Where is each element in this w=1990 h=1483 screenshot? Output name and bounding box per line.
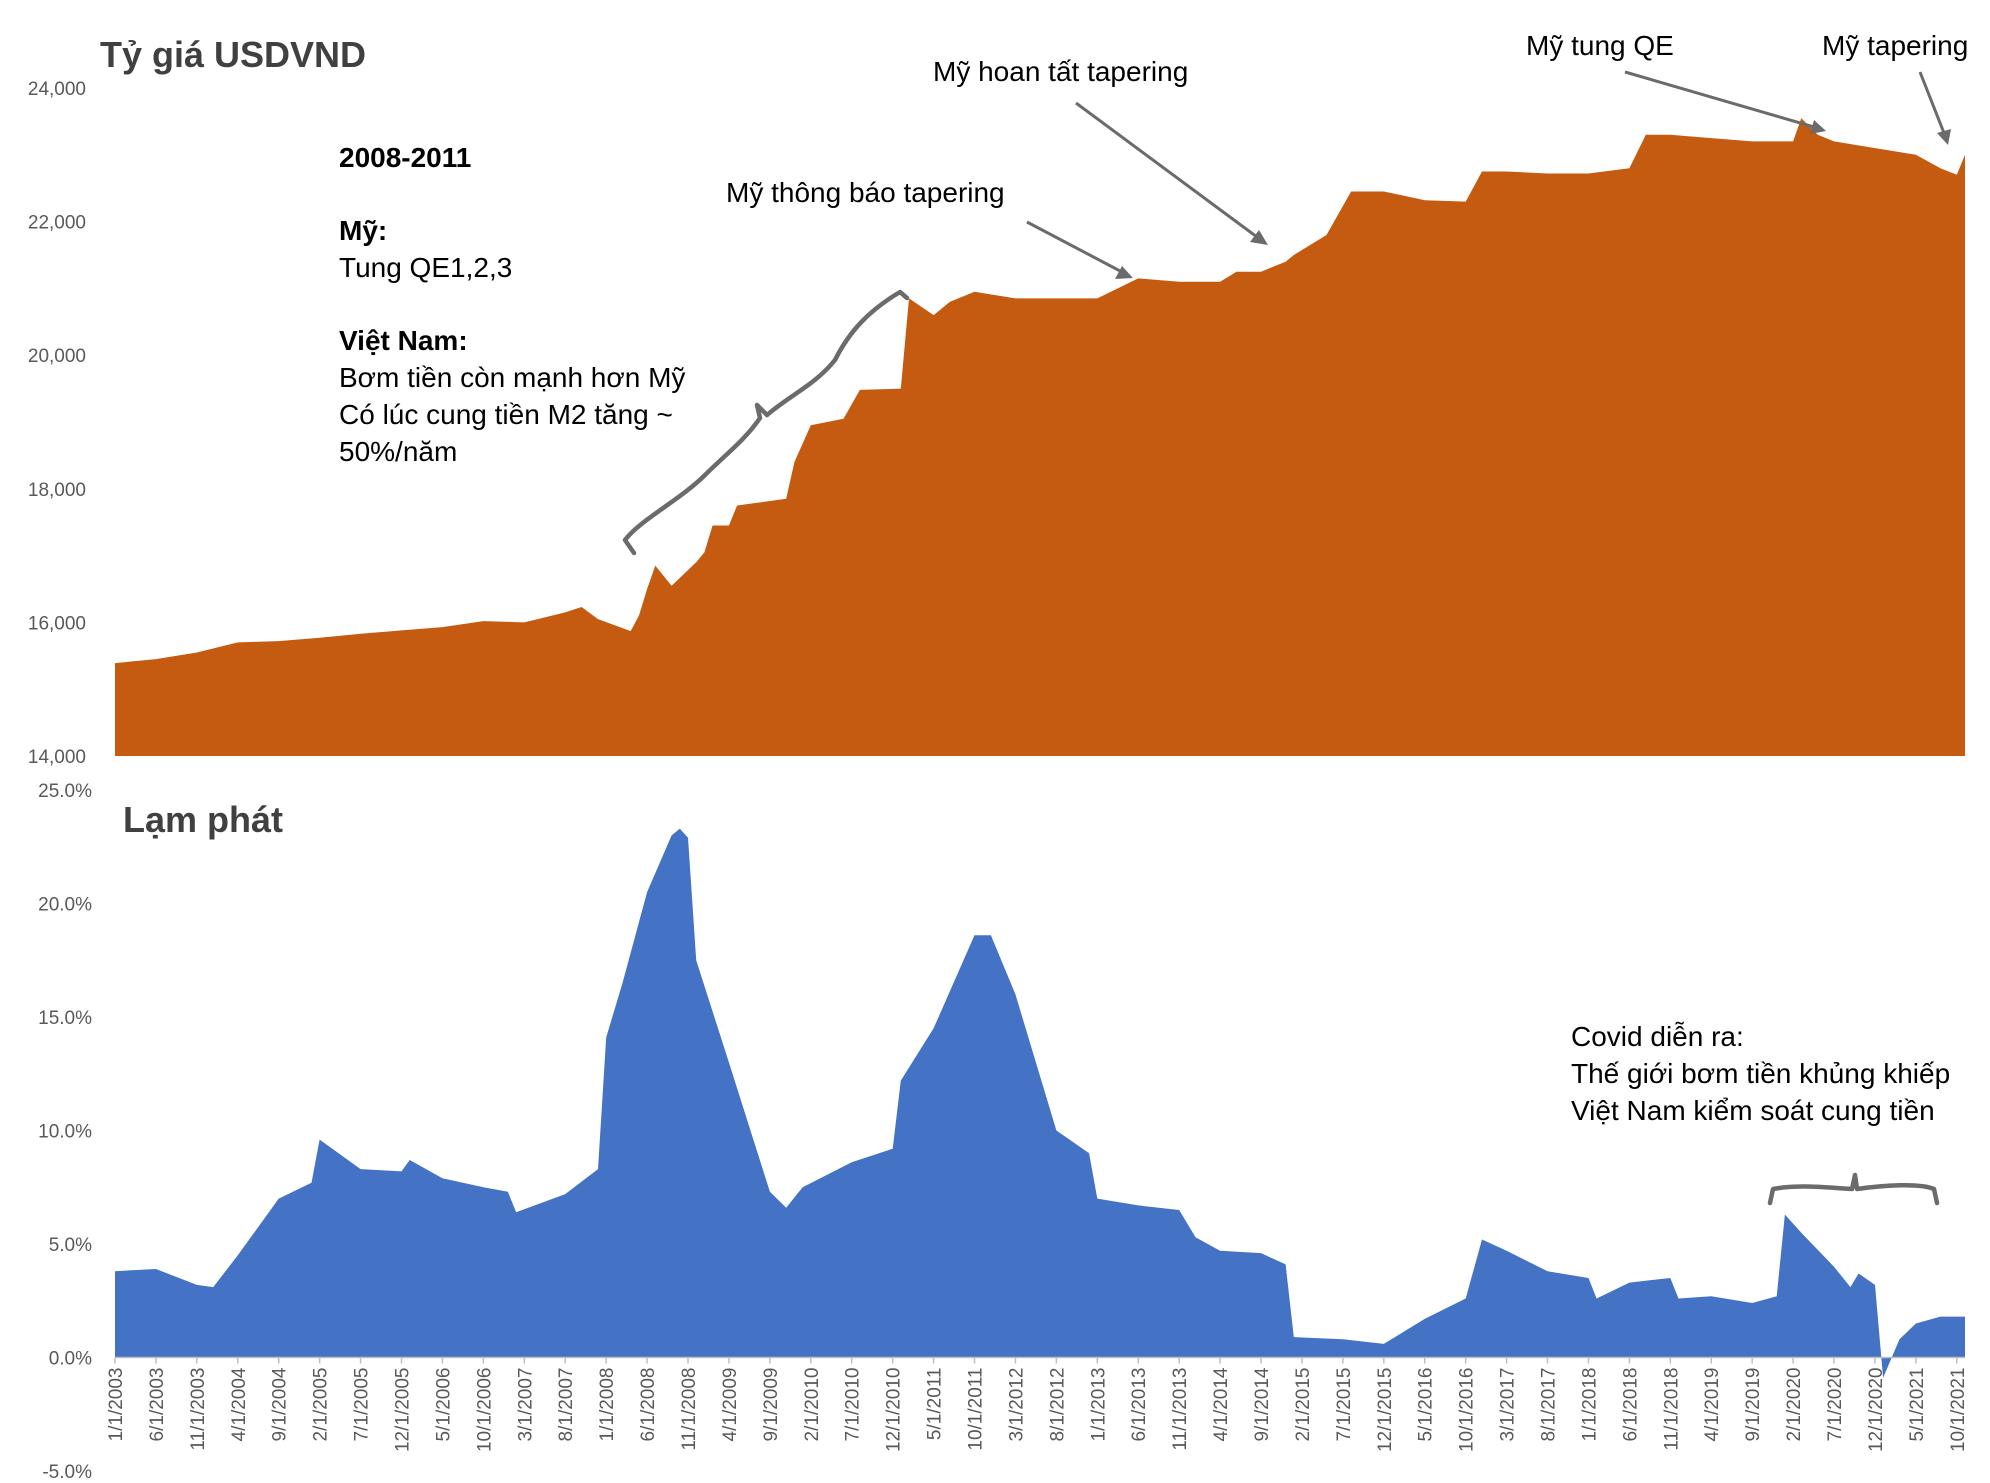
x-tick-label: 7/1/2015 (1334, 1368, 1355, 1442)
x-tick-label: 3/1/2017 (1498, 1368, 1519, 1442)
x-tick-label: 11/1/2018 (1661, 1368, 1682, 1451)
x-tick-label: 7/1/2010 (843, 1368, 864, 1442)
brace-2008-2011 (622, 289, 910, 556)
y-tick-label: 16,000 (28, 613, 86, 634)
annotation-tapering-text: Mỹ tapering (1822, 30, 1968, 61)
x-tick-label: 12/1/2005 (393, 1368, 414, 1453)
y-tick-label: 15.0% (38, 1008, 92, 1029)
annotation-covid-line1: Covid diễn ra: (1571, 1021, 1744, 1052)
x-tick-label: 6/1/2013 (1129, 1368, 1150, 1442)
arrow-complete (1075, 101, 1258, 239)
y-tick-label: 24,000 (28, 79, 86, 100)
y-tick-label: 5.0% (49, 1235, 92, 1256)
exchange-rate-chart: 14,000 16,000 18,000 20,000 22,000 24,000 Tỷ … (28, 34, 1965, 768)
x-tick-label: 12/1/2020 (1866, 1368, 1887, 1453)
x-tick-label: 9/1/2019 (1743, 1368, 1764, 1442)
x-tick-label: 6/1/2018 (1620, 1368, 1641, 1442)
exchange-rate-y-axis: 14,000 16,000 18,000 20,000 22,000 24,000 (28, 79, 86, 768)
x-tick-label: 4/1/2019 (1702, 1368, 1723, 1442)
x-tick-label: 10/1/2021 (1948, 1368, 1969, 1453)
annotation-my-label: Mỹ: (339, 215, 387, 246)
x-tick-label: 10/1/2006 (474, 1368, 495, 1453)
inflation-title: Lạm phát (123, 799, 283, 840)
x-tick-label: 10/1/2016 (1457, 1368, 1478, 1453)
annotation-covid-line2: Thế giới bơm tiền khủng khiếp (1571, 1058, 1950, 1089)
x-tick-label: 1/1/2013 (1088, 1368, 1109, 1442)
y-tick-label: 20,000 (28, 346, 86, 367)
annotation-covid-line3: Việt Nam kiểm soát cung tiền (1571, 1095, 1935, 1126)
x-tick-label: 2/1/2015 (1293, 1368, 1314, 1442)
annotation-qe: Mỹ tung QE (1526, 30, 1826, 134)
brace-covid (1767, 1172, 1940, 1206)
annotation-vn-line1: Bơm tiền còn mạnh hơn Mỹ (339, 362, 685, 393)
x-tick-label: 10/1/2011 (966, 1368, 987, 1451)
x-tick-label: 5/1/2016 (1416, 1368, 1437, 1442)
x-tick-label: 1/1/2018 (1580, 1368, 1601, 1442)
y-tick-label: 10.0% (38, 1122, 92, 1143)
arrow-qe-head (1810, 120, 1826, 134)
x-tick-label: 6/1/2008 (638, 1368, 659, 1442)
annotation-2008-2011: 2008-2011 Mỹ: Tung QE1,2,3 Việt Nam: Bơm… (339, 142, 910, 556)
x-tick-label: 1/1/2008 (597, 1368, 618, 1442)
annotation-box-title: 2008-2011 (339, 142, 471, 173)
annotation-announce-tapering: Mỹ thông báo tapering (726, 177, 1133, 279)
x-tick-label: 1/1/2003 (106, 1368, 127, 1442)
annotation-vn-label: Việt Nam: (339, 325, 468, 356)
x-tick-label: 4/1/2009 (720, 1368, 741, 1442)
x-tick-label: 7/1/2005 (352, 1368, 373, 1442)
annotation-vn-line3: 50%/năm (339, 436, 457, 467)
x-tick-label: 6/1/2003 (147, 1368, 168, 1442)
x-tick-label: 4/1/2004 (229, 1367, 250, 1441)
arrow-tapering-head (1937, 129, 1951, 145)
y-tick-label: 25.0% (38, 781, 92, 802)
x-tick-label: 5/1/2011 (925, 1368, 946, 1441)
x-tick-label: 3/1/2012 (1006, 1368, 1027, 1442)
annotation-covid: Covid diễn ra: Thế giới bơm tiền khủng k… (1571, 1021, 1950, 1206)
x-tick-label: 5/1/2021 (1907, 1368, 1928, 1442)
annotation-tapering-2021: Mỹ tapering (1822, 30, 1968, 145)
arrow-announce-head (1115, 266, 1133, 279)
x-tick-label: 7/1/2020 (1825, 1368, 1846, 1442)
x-tick-label: 9/1/2014 (1252, 1367, 1273, 1441)
x-tick-label: 5/1/2006 (433, 1368, 454, 1442)
y-tick-label: 22,000 (28, 213, 86, 234)
x-tick-label: 11/1/2013 (1170, 1368, 1191, 1451)
y-tick-label: 0.0% (49, 1349, 92, 1370)
arrow-qe (1624, 70, 1815, 129)
x-tick-label: 12/1/2010 (884, 1368, 905, 1453)
x-tick-label: 11/1/2003 (188, 1368, 209, 1451)
y-tick-label: 14,000 (28, 747, 86, 768)
x-tick-label: 4/1/2014 (1211, 1367, 1232, 1441)
inflation-chart: -5.0% 0.0% 5.0% 10.0% 15.0% 20.0% 25.0% 1/1/20… (38, 781, 1969, 1483)
x-tick-label: 8/1/2012 (1047, 1368, 1068, 1442)
arrow-announce (1026, 220, 1123, 274)
annotation-my-text: Tung QE1,2,3 (339, 252, 512, 283)
y-tick-label: 18,000 (28, 480, 86, 501)
annotation-qe-text: Mỹ tung QE (1526, 30, 1674, 61)
x-tick-label: 11/1/2008 (679, 1368, 700, 1451)
arrow-tapering (1918, 71, 1946, 134)
inflation-y-axis: -5.0% 0.0% 5.0% 10.0% 15.0% 20.0% 25.0% (38, 781, 92, 1483)
x-tick-label: 2/1/2020 (1784, 1368, 1805, 1442)
arrow-complete-head (1250, 230, 1268, 245)
y-tick-label: 20.0% (38, 895, 92, 916)
exchange-rate-area (115, 118, 1965, 757)
x-tick-label: 9/1/2004 (270, 1367, 291, 1441)
x-tick-label: 3/1/2007 (515, 1368, 536, 1442)
x-tick-label: 8/1/2017 (1539, 1368, 1560, 1442)
x-tick-label: 12/1/2015 (1375, 1368, 1396, 1453)
exchange-rate-title: Tỷ giá USDVND (100, 34, 366, 75)
annotation-announce-text: Mỹ thông báo tapering (726, 177, 1005, 208)
inflation-x-axis: 1/1/2003 6/1/2003 11/1/2003 4/1/2004 9/1/200… (106, 1357, 1969, 1453)
x-tick-label: 8/1/2007 (556, 1368, 577, 1442)
x-tick-label: 9/1/2009 (761, 1368, 782, 1442)
y-tick-label: -5.0% (42, 1462, 92, 1483)
x-tick-label: 2/1/2005 (311, 1368, 332, 1442)
inflation-area (115, 828, 1965, 1378)
x-tick-label: 2/1/2010 (802, 1368, 823, 1442)
annotation-complete-tapering: Mỹ hoan tất tapering (933, 56, 1268, 245)
annotation-vn-line2: Có lúc cung tiền M2 tăng ~ (339, 399, 673, 430)
annotation-complete-text: Mỹ hoan tất tapering (933, 56, 1188, 87)
